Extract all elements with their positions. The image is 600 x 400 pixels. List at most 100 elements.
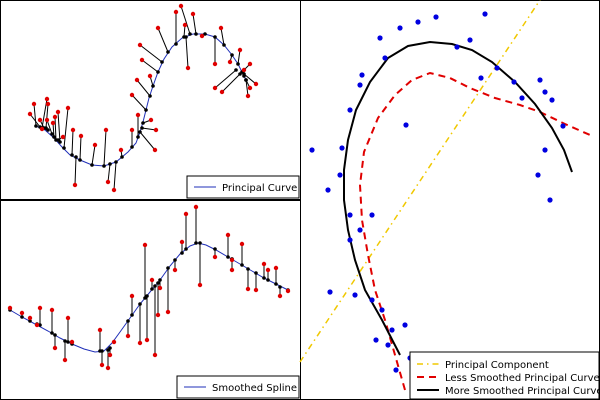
data-point bbox=[78, 133, 84, 139]
projected-point bbox=[188, 32, 192, 36]
projected-point bbox=[28, 319, 32, 323]
data-point bbox=[494, 65, 500, 71]
projection-line bbox=[103, 129, 107, 167]
projected-point bbox=[158, 278, 162, 282]
projected-point bbox=[38, 323, 42, 327]
data-point bbox=[347, 107, 353, 113]
data-point bbox=[402, 322, 408, 328]
data-point bbox=[237, 47, 243, 53]
data-point bbox=[107, 352, 113, 358]
projected-point bbox=[240, 263, 244, 267]
data-point bbox=[34, 322, 40, 328]
data-point bbox=[542, 89, 548, 95]
data-point bbox=[135, 112, 141, 118]
data-point bbox=[155, 25, 161, 31]
data-point bbox=[27, 111, 33, 117]
projection-line bbox=[192, 13, 197, 35]
projected-point bbox=[198, 241, 202, 245]
data-point bbox=[511, 79, 517, 85]
data-point bbox=[37, 117, 43, 123]
projected-point bbox=[151, 84, 155, 88]
data-point bbox=[277, 293, 283, 299]
data-point bbox=[537, 77, 543, 83]
projected-point bbox=[74, 155, 78, 159]
data-point bbox=[37, 305, 43, 311]
data-point bbox=[105, 365, 111, 371]
projected-point bbox=[120, 155, 124, 159]
data-point bbox=[62, 357, 68, 363]
projection-line bbox=[220, 27, 225, 46]
data-point bbox=[253, 287, 259, 293]
projected-point bbox=[274, 282, 278, 286]
data-point bbox=[99, 362, 105, 368]
data-point bbox=[149, 277, 155, 283]
projected-point bbox=[54, 138, 58, 142]
projected-point bbox=[156, 70, 160, 74]
projected-point bbox=[102, 164, 106, 168]
data-point bbox=[377, 35, 383, 41]
data-point bbox=[147, 73, 153, 79]
projected-point bbox=[52, 135, 56, 139]
data-point bbox=[389, 327, 395, 333]
data-point bbox=[129, 293, 135, 299]
data-point bbox=[379, 307, 385, 313]
projection-line bbox=[63, 107, 69, 149]
projection-line bbox=[91, 144, 96, 166]
data-point bbox=[118, 147, 124, 153]
projection-line bbox=[141, 59, 159, 73]
projected-point bbox=[130, 313, 134, 317]
projected-point bbox=[166, 266, 170, 270]
data-point bbox=[212, 85, 218, 91]
projected-point bbox=[166, 50, 170, 54]
data-point bbox=[393, 367, 399, 373]
projected-point bbox=[238, 72, 242, 76]
projection-line bbox=[139, 44, 163, 63]
projected-point bbox=[194, 32, 198, 36]
projected-point bbox=[278, 285, 282, 289]
projection-line bbox=[33, 103, 37, 127]
projected-point bbox=[66, 340, 70, 344]
data-point bbox=[229, 267, 235, 273]
projected-point bbox=[234, 68, 238, 72]
projected-point bbox=[100, 349, 104, 353]
data-point bbox=[182, 22, 188, 28]
data-point bbox=[433, 14, 439, 20]
data-point bbox=[44, 117, 50, 123]
legend-box bbox=[186, 175, 300, 199]
projected-point bbox=[108, 346, 112, 350]
projected-point bbox=[173, 258, 177, 262]
data-point bbox=[178, 3, 184, 9]
data-point bbox=[369, 297, 375, 303]
data-point bbox=[212, 254, 218, 260]
projected-point bbox=[262, 276, 266, 280]
projected-point bbox=[242, 72, 246, 76]
projection-feet bbox=[34, 32, 248, 168]
legend-label-more-smoothed: More Smoothed Principal Curve bbox=[445, 386, 600, 397]
data-point bbox=[239, 241, 245, 247]
projected-point bbox=[148, 94, 152, 98]
data-point bbox=[52, 345, 58, 351]
projection-line bbox=[139, 131, 156, 151]
projected-point bbox=[184, 247, 188, 251]
data-point bbox=[52, 114, 58, 120]
data-point bbox=[247, 61, 253, 67]
projected-point bbox=[203, 32, 207, 36]
projected-point bbox=[174, 42, 178, 46]
data-point bbox=[45, 101, 51, 107]
projection-line bbox=[79, 135, 82, 161]
data-point bbox=[245, 93, 251, 99]
data-point bbox=[183, 211, 189, 217]
data-point bbox=[69, 339, 75, 345]
projected-point bbox=[114, 160, 118, 164]
projected-point bbox=[130, 145, 134, 149]
data-point bbox=[247, 85, 253, 91]
data-point bbox=[241, 67, 247, 73]
projection-line bbox=[29, 113, 41, 128]
data-points bbox=[309, 11, 566, 375]
data-point bbox=[219, 89, 225, 95]
data-point bbox=[347, 212, 353, 218]
data-point bbox=[385, 342, 391, 348]
data-point bbox=[339, 145, 345, 151]
projected-point bbox=[153, 284, 157, 288]
data-point bbox=[185, 65, 191, 71]
